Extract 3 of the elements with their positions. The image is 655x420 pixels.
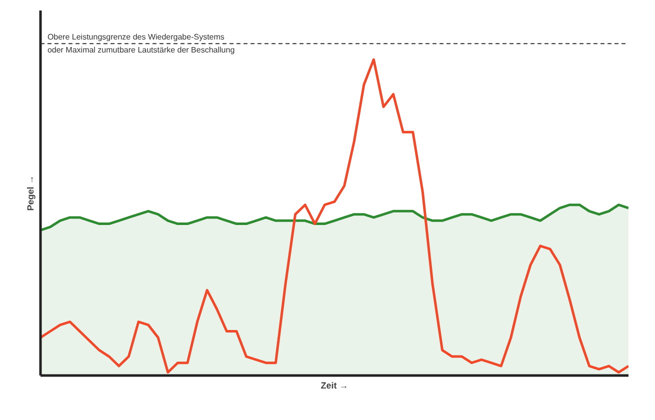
y-axis-title: Pegel → (26, 175, 36, 211)
ref-line-label: Obere Leistungsgrenze des Wiedergabe-Systems oder Maximal zumutbare Lautstärke der Beschallung (47, 32, 235, 55)
x-axis-title: Zeit → (320, 380, 348, 390)
